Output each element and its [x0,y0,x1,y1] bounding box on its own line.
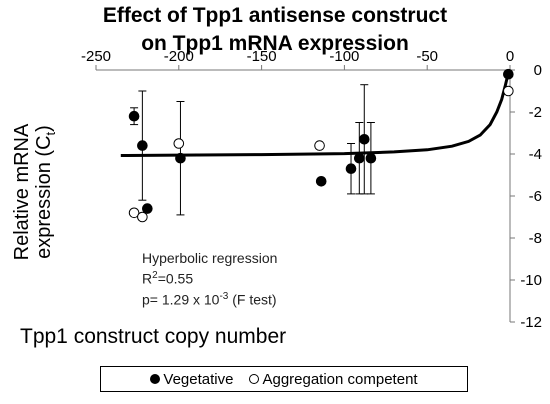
data-point-aggregation-competent [173,138,185,149]
open-circle-icon [249,374,260,384]
data-point-vegetative [503,68,514,80]
x-tick-label: -250 [81,48,111,65]
x-tick-label: -200 [164,48,194,65]
data-point-vegetative [175,152,186,164]
y-axis-label-main: expression (C [33,135,55,259]
data-point-vegetative [128,110,140,122]
r-squared-value: =0.55 [157,270,194,287]
data-point-aggregation-competent [137,211,148,223]
p-value-suffix: (F test) [228,291,277,308]
data-point-vegetative [345,163,357,174]
data-point-vegetative [315,176,327,187]
p-value: p= 1.29 x 10-3 (F test) [142,288,277,309]
y-axis-label-line-1: Relative mRNA [11,123,33,261]
y-tick-label: -8 [529,230,542,247]
data-point-vegetative [354,152,365,164]
x-tick-label: -100 [329,48,359,65]
y-axis-label-close: ) [33,125,55,132]
chart-title-line-1: Effect of Tpp1 antisense construct [102,4,448,27]
regression-annotation: Hyperbolic regression R2=0.55 p= 1.29 x … [142,250,277,308]
chart-legend: Vegetative Aggregation competent [100,366,468,392]
data-point-aggregation-competent [503,85,514,97]
r-squared-sup: 2 [152,270,158,281]
legend-label-aggregation-competent: Aggregation competent [262,370,418,388]
x-tick-label: -50 [416,48,438,65]
data-point-vegetative [365,152,377,164]
r-squared-prefix: R [142,270,153,287]
data-point-vegetative [137,140,148,151]
y-axis-label: Relative mRNA expression (Ct) [11,92,61,292]
filled-circle-icon [150,374,161,384]
data-point-vegetative [358,134,370,145]
y-tick-label: -12 [520,314,542,331]
y-tick-label: -10 [520,272,542,289]
regression-type: Hyperbolic regression [142,250,278,266]
y-tick-label: -2 [529,104,542,121]
p-value-sup: -3 [219,290,229,302]
data-point-aggregation-competent [314,140,325,151]
r-squared: R2=0.55 [142,267,277,288]
x-tick-label: -150 [247,48,277,65]
data-point-aggregation-competent [128,207,140,219]
data-point-vegetative [142,203,153,214]
y-axis-label-subscript: t [43,131,58,136]
legend-label-vegetative: Vegetative [163,370,234,388]
legend-item-vegetative: Vegetative [150,371,233,388]
x-tick-label: 0 [506,48,514,65]
chart-title-line-2: on Tpp1 mRNA expression [141,32,409,55]
y-tick-label: -4 [529,146,542,163]
p-value-prefix: p= 1.29 x 10 [142,291,220,308]
x-axis-label: Tpp1 construct copy number [20,325,287,348]
y-tick-label: -6 [529,188,542,205]
y-axis-label-line-2: expression (Ct) [33,92,62,292]
y-tick-label: 0 [534,62,542,79]
legend-item-aggregation-competent: Aggregation competent [249,370,418,388]
